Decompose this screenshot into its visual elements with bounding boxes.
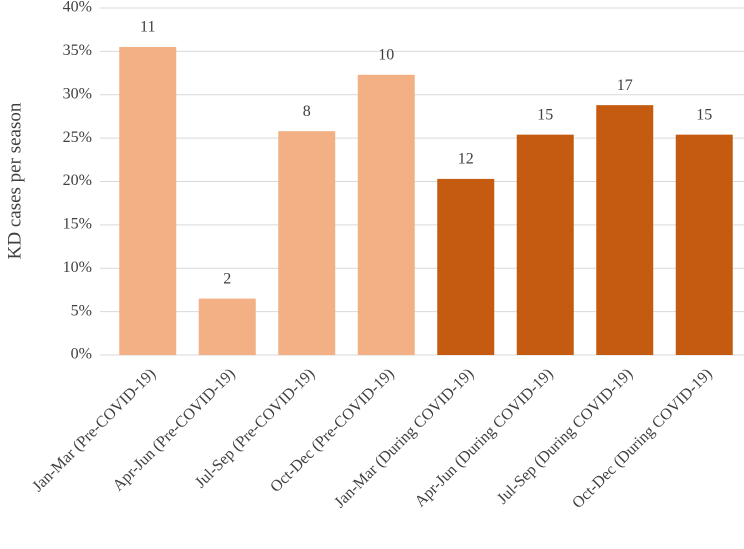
x-tick-label: Apr-Jun (During COVID-19) (412, 365, 557, 510)
data-label: 2 (223, 270, 231, 287)
y-tick-label: 35% (63, 42, 92, 59)
y-tick-label: 5% (71, 302, 92, 319)
y-tick-label: 40% (63, 0, 92, 16)
bar (198, 298, 256, 355)
bar (278, 131, 336, 355)
bar (516, 134, 574, 355)
data-label: 15 (537, 106, 553, 123)
data-label: 10 (378, 46, 394, 63)
x-tick-label: Oct-Dec (During COVID-19) (569, 365, 715, 511)
y-tick-label: 0% (71, 346, 92, 363)
y-tick-label: 10% (63, 259, 92, 276)
data-label: 17 (617, 77, 633, 94)
x-tick-label: Jan-Mar (During COVID-19) (331, 365, 477, 511)
y-tick-label: 15% (63, 216, 92, 233)
x-tick-label: Jul-Sep (During COVID-19) (494, 365, 636, 507)
y-axis-label: KD cases per season (4, 102, 25, 259)
bar (357, 74, 415, 356)
bar (675, 134, 733, 355)
data-label: 12 (458, 151, 474, 168)
y-tick-label: 30% (63, 85, 92, 102)
y-tick-label: 25% (63, 129, 92, 146)
bar (437, 178, 495, 355)
bar (596, 105, 654, 355)
y-tick-label: 20% (63, 172, 92, 189)
data-label: 15 (696, 106, 712, 123)
data-label: 8 (303, 103, 311, 120)
bar (119, 47, 177, 355)
data-label: 11 (140, 19, 155, 36)
